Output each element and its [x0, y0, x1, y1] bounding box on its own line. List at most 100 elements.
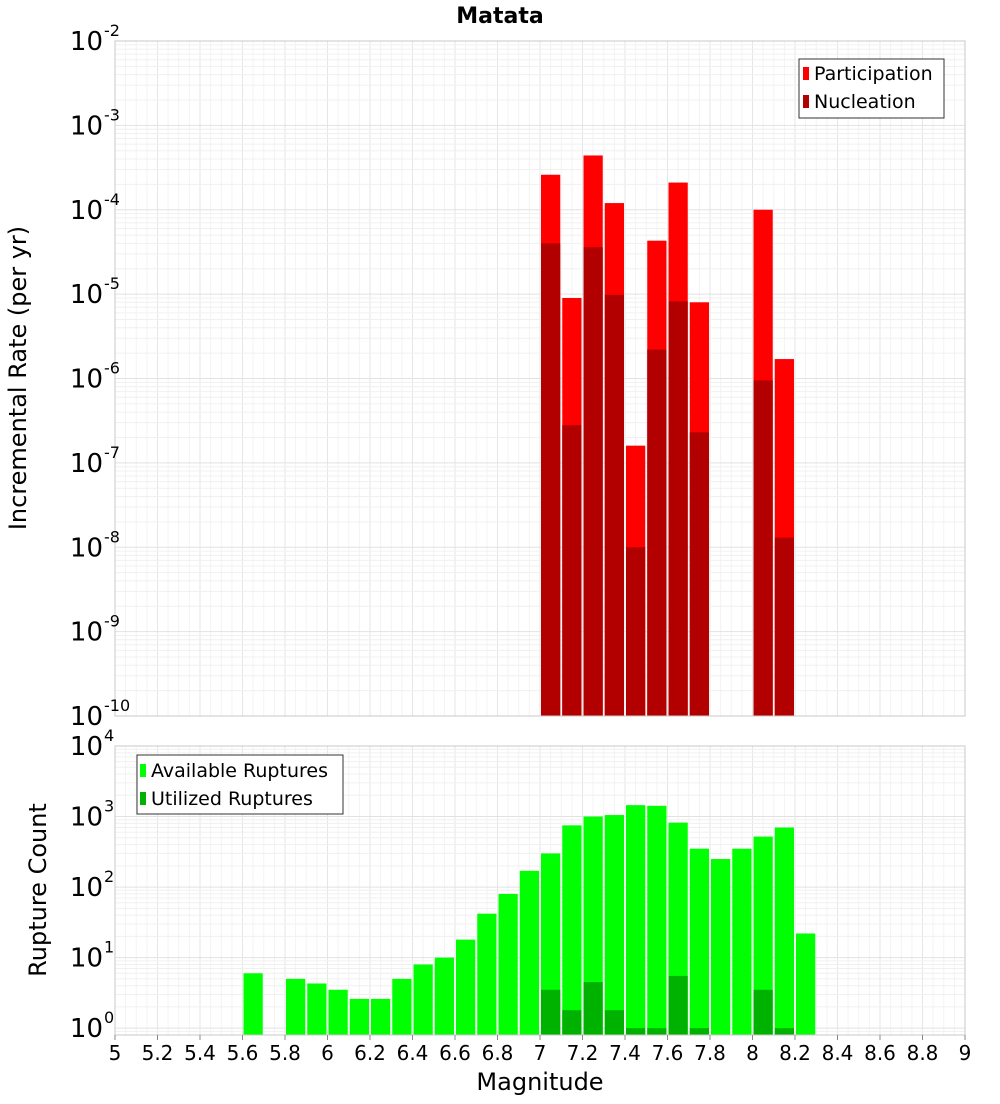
bar-available-ruptures	[626, 805, 646, 1035]
bar-utilized-ruptures	[774, 1028, 794, 1035]
x-axis-label: Magnitude	[476, 1068, 603, 1096]
y-tick-exponent: -2	[104, 21, 120, 40]
bar-nucleation	[753, 380, 773, 716]
x-tick-label: 6.4	[397, 1041, 429, 1065]
x-tick-label: 7.4	[609, 1041, 641, 1065]
bar-nucleation	[626, 547, 646, 716]
legend-label-available-ruptures: Available Ruptures	[151, 760, 328, 782]
y-tick-label: 10 -5	[70, 274, 120, 310]
y-tick-label: 10 -6	[70, 359, 120, 395]
bar-utilized-ruptures	[562, 1010, 582, 1035]
bar-nucleation	[562, 425, 582, 716]
y-tick-exponent: -3	[104, 105, 120, 124]
bar-utilized-ruptures	[604, 1010, 624, 1035]
bar-available-ruptures	[774, 827, 794, 1035]
legend-swatch-utilized-ruptures	[140, 792, 146, 805]
bar-utilized-ruptures	[583, 982, 603, 1035]
chart-title: Matata	[456, 4, 543, 29]
x-tick-label: 6.6	[439, 1041, 471, 1065]
bar-utilized-ruptures	[689, 1028, 709, 1035]
y-tick-label: 10 2	[70, 867, 114, 903]
y-tick-label: 10 0	[70, 1008, 114, 1044]
y-tick-exponent: 4	[104, 726, 114, 745]
bar-available-ruptures	[711, 859, 731, 1035]
bar-available-ruptures	[477, 913, 497, 1035]
bar-available-ruptures	[689, 848, 709, 1035]
bar-nucleation	[583, 247, 603, 716]
bar-utilized-ruptures	[626, 1028, 646, 1035]
x-tick-label: 7.8	[694, 1041, 726, 1065]
x-tick-label: 5.4	[184, 1041, 216, 1065]
y-tick-label: 10 1	[70, 938, 114, 974]
x-tick-label: 6.2	[354, 1041, 386, 1065]
bar-available-ruptures	[796, 933, 816, 1035]
bar-available-ruptures	[583, 816, 603, 1035]
top-gridlines	[114, 41, 966, 717]
x-tick-label: 5.8	[269, 1041, 301, 1065]
y-tick-label: 10 -2	[70, 21, 120, 57]
y-tick-base: 10	[70, 803, 103, 833]
y-tick-label: 10 -8	[70, 527, 120, 563]
y-tick-base: 10	[70, 280, 103, 310]
bar-available-ruptures	[519, 870, 539, 1035]
y-tick-base: 10	[70, 944, 103, 974]
x-tick-label: 8.2	[779, 1041, 811, 1065]
y-tick-base: 10	[70, 702, 103, 732]
bottom-bars	[243, 805, 816, 1035]
y-tick-exponent: 2	[104, 867, 114, 886]
bar-available-ruptures	[541, 853, 561, 1035]
top-plot-frame	[114, 40, 966, 717]
legend-label-participation: Participation	[814, 63, 933, 85]
y-tick-exponent: 1	[104, 938, 114, 957]
x-tick-label: 7.2	[567, 1041, 599, 1065]
y-tick-exponent: -7	[104, 443, 120, 462]
y-tick-base: 10	[70, 111, 103, 141]
bar-available-ruptures	[456, 939, 476, 1035]
y-tick-label: 10 -4	[70, 190, 120, 226]
bar-nucleation	[647, 349, 667, 716]
bar-available-ruptures	[307, 983, 327, 1035]
x-tick-label: 6.8	[482, 1041, 514, 1065]
legend-swatch-participation	[803, 67, 809, 80]
y-tick-base: 10	[70, 27, 103, 57]
y-tick-exponent: -8	[104, 527, 120, 546]
bar-nucleation	[668, 301, 688, 716]
x-tick-label: 8.4	[822, 1041, 854, 1065]
y-tick-exponent: -10	[104, 696, 130, 715]
bar-nucleation	[689, 432, 709, 716]
top-legend: Participation Nucleation	[798, 58, 945, 119]
x-tick-label: 5.6	[227, 1041, 259, 1065]
bar-available-ruptures	[434, 957, 454, 1035]
x-tick-label: 6	[321, 1041, 334, 1065]
bar-available-ruptures	[286, 978, 306, 1035]
bar-utilized-ruptures	[753, 989, 773, 1035]
bar-available-ruptures	[392, 978, 412, 1035]
y-tick-base: 10	[70, 618, 103, 648]
x-tick-labels: 5 5.2 5.4 5.6 5.8 6 6.2 6.4 6.6 6.8 7 7.2 7.4 7.6 7.8 8…	[109, 1035, 971, 1065]
bar-available-ruptures	[647, 805, 667, 1035]
y-tick-exponent: 3	[104, 797, 114, 816]
legend-label-nucleation: Nucleation	[814, 91, 916, 113]
x-tick-label: 7.6	[652, 1041, 684, 1065]
bottom-y-axis-label: Rupture Count	[24, 803, 52, 977]
top-bars	[541, 155, 794, 717]
y-tick-base: 10	[70, 449, 103, 479]
bar-utilized-ruptures	[541, 989, 561, 1035]
legend-label-utilized-ruptures: Utilized Ruptures	[151, 788, 313, 810]
y-tick-base: 10	[70, 1014, 103, 1044]
bar-available-ruptures	[562, 825, 582, 1035]
y-tick-exponent: -4	[104, 190, 120, 209]
y-tick-base: 10	[70, 196, 103, 226]
x-tick-label: 5.2	[142, 1041, 174, 1065]
y-tick-exponent: -6	[104, 359, 120, 378]
bar-available-ruptures	[753, 836, 773, 1035]
y-tick-exponent: -9	[104, 612, 120, 631]
y-tick-label: 10 -9	[70, 612, 120, 648]
legend-swatch-available-ruptures	[140, 764, 146, 777]
top-legend-box	[798, 58, 945, 119]
bar-available-ruptures	[732, 848, 752, 1035]
